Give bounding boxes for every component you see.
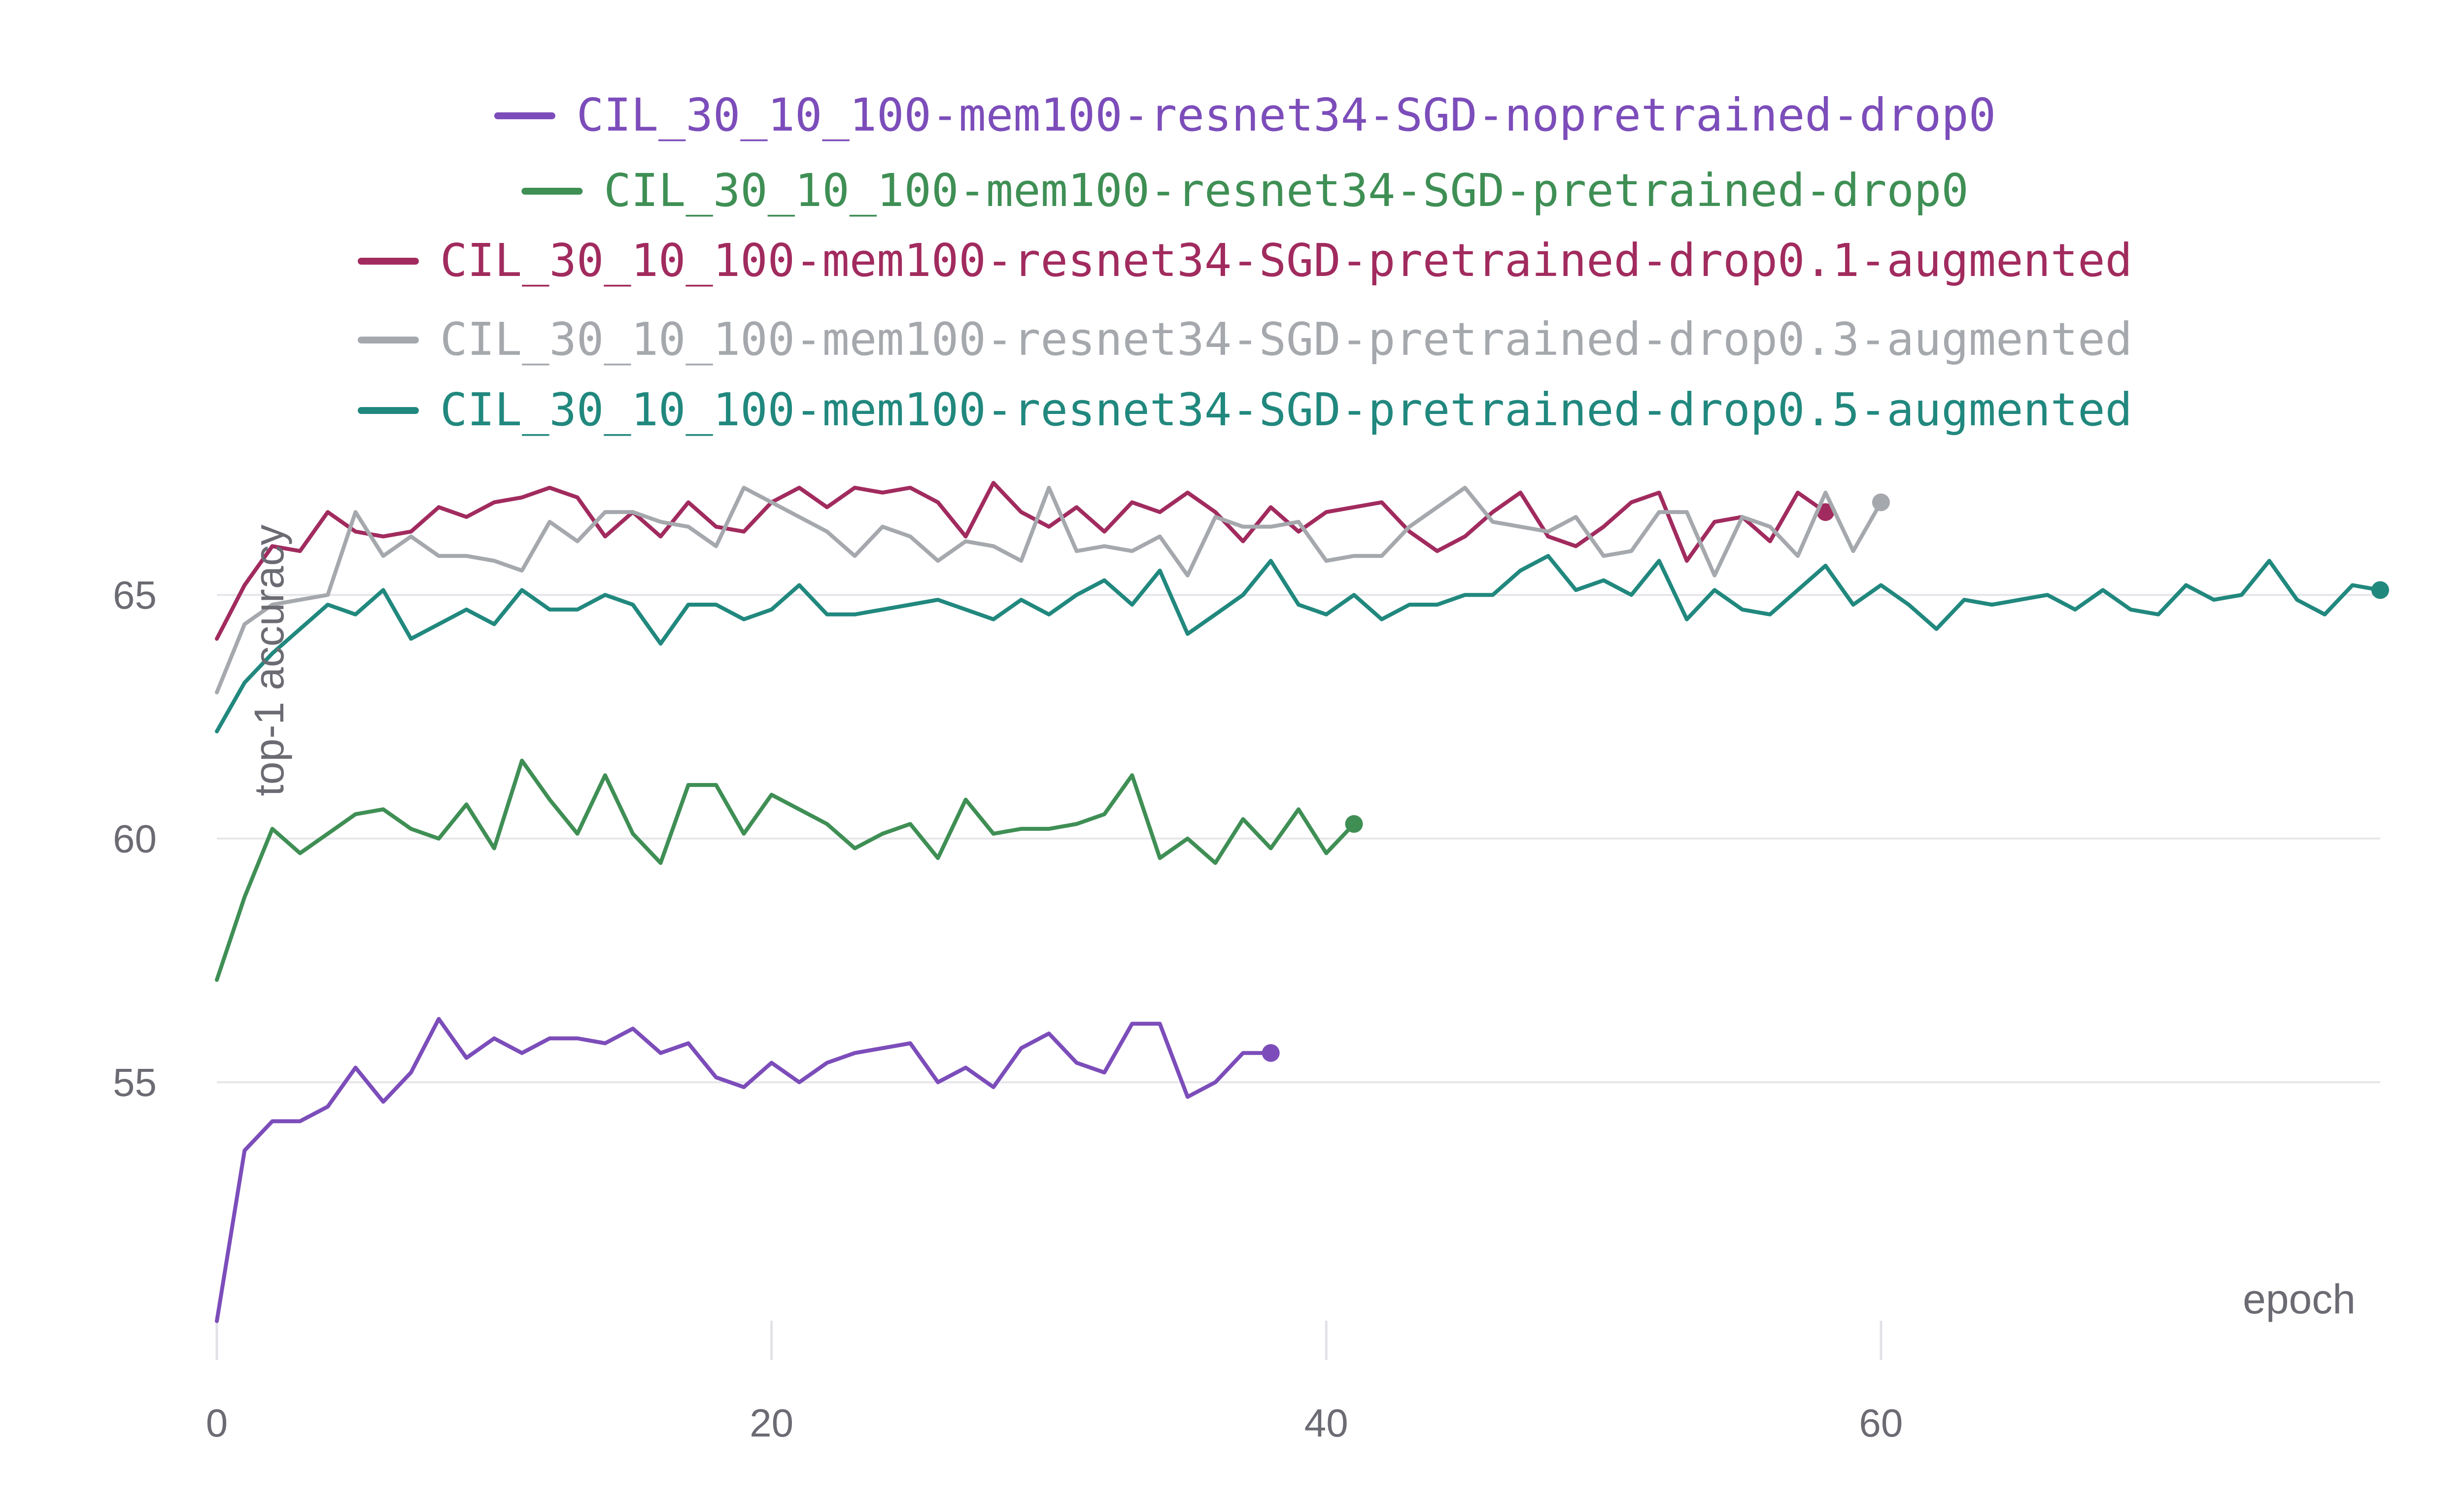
series-end-point-5[interactable] <box>2371 581 2389 599</box>
series-end-point-1[interactable] <box>1262 1044 1280 1062</box>
legend-item-5[interactable]: CIL_30_10_100-mem100-resnet34-SGD-pretra… <box>357 383 2132 436</box>
legend[interactable]: CIL_30_10_100-mem100-resnet34-SGD-nopret… <box>357 89 2132 436</box>
series-line-4[interactable] <box>215 485 1883 694</box>
x-tick-label: 20 <box>750 1401 793 1445</box>
legend-label: CIL_30_10_100-mem100-resnet34-SGD-pretra… <box>440 234 2132 287</box>
legend-item-2[interactable]: CIL_30_10_100-mem100-resnet34-SGD-pretra… <box>521 164 1969 217</box>
legend-label: CIL_30_10_100-mem100-resnet34-SGD-pretra… <box>604 164 1968 217</box>
legend-label: CIL_30_10_100-mem100-resnet34-SGD-pretra… <box>440 313 2132 366</box>
y-axis-title: top-1 accuracy <box>246 525 292 796</box>
x-tick-label: 40 <box>1304 1401 1348 1445</box>
series-line-2[interactable] <box>215 758 1356 982</box>
series-line-3[interactable] <box>215 480 1828 641</box>
x-axis-ticks: 0 20 40 60 <box>206 1321 1903 1445</box>
legend-label: CIL_30_10_100-mem100-resnet34-SGD-pretra… <box>440 383 2132 436</box>
legend-item-4[interactable]: CIL_30_10_100-mem100-resnet34-SGD-pretra… <box>357 313 2132 366</box>
x-axis-title: epoch <box>2243 1276 2356 1322</box>
series-line-1[interactable] <box>215 1017 1273 1323</box>
legend-item-3[interactable]: CIL_30_10_100-mem100-resnet34-SGD-pretra… <box>357 234 2132 287</box>
gridlines: 55 60 65 <box>113 573 2380 1104</box>
series-lines <box>215 480 2389 1323</box>
x-tick-label: 60 <box>1859 1401 1903 1445</box>
y-tick-label: 65 <box>113 573 157 617</box>
x-tick-label: 0 <box>206 1401 228 1445</box>
y-tick-label: 60 <box>113 817 157 861</box>
series-line-5[interactable] <box>215 554 2382 734</box>
y-tick-label: 55 <box>113 1061 157 1104</box>
legend-item-1[interactable]: CIL_30_10_100-mem100-resnet34-SGD-nopret… <box>494 89 1996 141</box>
series-end-point-4[interactable] <box>1872 493 1890 512</box>
legend-label: CIL_30_10_100-mem100-resnet34-SGD-nopret… <box>577 89 1996 141</box>
series-end-point-2[interactable] <box>1345 815 1363 833</box>
